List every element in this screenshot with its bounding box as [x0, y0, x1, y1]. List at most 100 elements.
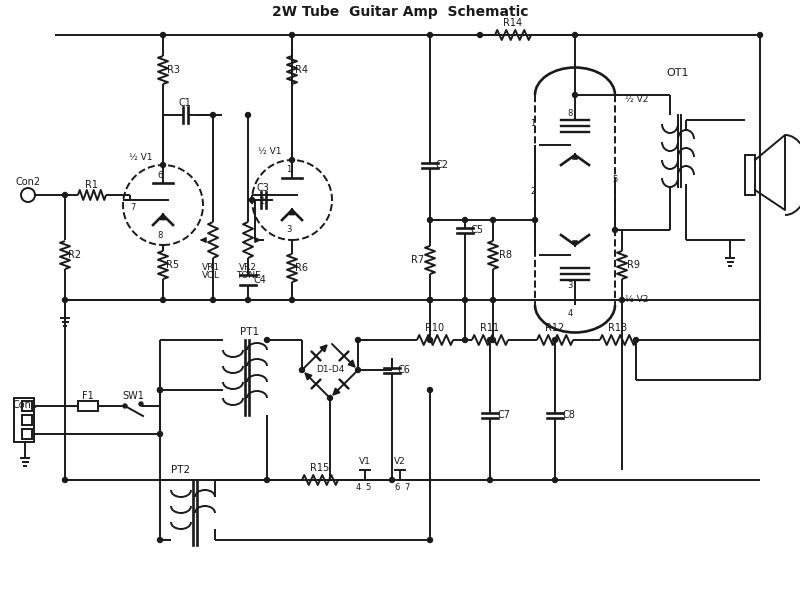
Text: C8: C8 — [562, 410, 575, 420]
Text: ½ V2: ½ V2 — [625, 295, 648, 304]
Text: TONE: TONE — [236, 271, 260, 280]
Text: V2: V2 — [394, 457, 406, 467]
Circle shape — [161, 163, 166, 167]
Text: OT1: OT1 — [666, 68, 690, 78]
Circle shape — [158, 388, 162, 392]
Text: 5: 5 — [366, 484, 370, 493]
Circle shape — [462, 337, 467, 343]
Circle shape — [487, 478, 493, 482]
Text: R9: R9 — [627, 260, 641, 270]
Text: 1: 1 — [286, 166, 292, 175]
Text: 8: 8 — [158, 230, 162, 239]
Text: R15: R15 — [310, 463, 330, 473]
Text: 1: 1 — [530, 118, 536, 127]
Circle shape — [462, 298, 467, 302]
Text: C3: C3 — [257, 183, 270, 193]
Text: R13: R13 — [609, 323, 627, 333]
Text: SW1: SW1 — [122, 391, 144, 401]
Circle shape — [613, 227, 618, 232]
Circle shape — [573, 32, 578, 37]
Text: 2: 2 — [259, 197, 265, 206]
Text: C1: C1 — [178, 98, 191, 108]
Text: R8: R8 — [498, 250, 511, 260]
Circle shape — [299, 367, 305, 373]
Circle shape — [355, 337, 361, 343]
Text: C5: C5 — [470, 225, 483, 235]
Text: 4: 4 — [355, 484, 361, 493]
Text: 7: 7 — [130, 202, 136, 211]
Text: R10: R10 — [426, 323, 445, 333]
Text: 2W Tube  Guitar Amp  Schematic: 2W Tube Guitar Amp Schematic — [272, 5, 528, 19]
Circle shape — [462, 217, 467, 223]
Circle shape — [427, 217, 433, 223]
Circle shape — [210, 298, 215, 302]
Text: ½ V1: ½ V1 — [130, 152, 153, 161]
Circle shape — [158, 538, 162, 542]
Text: D1-D4: D1-D4 — [316, 365, 344, 374]
Circle shape — [553, 337, 558, 343]
Circle shape — [62, 298, 67, 302]
Circle shape — [210, 113, 215, 118]
Circle shape — [427, 298, 433, 302]
Circle shape — [290, 298, 294, 302]
Text: V1: V1 — [359, 457, 371, 467]
Circle shape — [290, 157, 294, 163]
Text: 6: 6 — [158, 170, 162, 179]
Text: Con2: Con2 — [15, 177, 41, 187]
Bar — [22, 429, 32, 439]
Text: ½ V2: ½ V2 — [625, 95, 648, 104]
Text: R6: R6 — [295, 263, 309, 273]
Circle shape — [478, 32, 482, 37]
Circle shape — [265, 337, 270, 343]
Text: 8: 8 — [567, 109, 573, 118]
Text: VOL: VOL — [202, 271, 220, 280]
Circle shape — [427, 32, 433, 37]
Circle shape — [62, 478, 67, 482]
Circle shape — [62, 193, 67, 197]
Circle shape — [553, 478, 558, 482]
Circle shape — [427, 337, 433, 343]
Text: C4: C4 — [254, 275, 266, 285]
Text: F1: F1 — [82, 391, 94, 401]
Text: R12: R12 — [546, 323, 565, 333]
Circle shape — [573, 92, 578, 97]
Text: R7: R7 — [411, 255, 425, 265]
Text: VR2: VR2 — [239, 263, 257, 272]
Text: 2: 2 — [530, 187, 536, 196]
Circle shape — [390, 478, 394, 482]
Text: C6: C6 — [398, 365, 410, 375]
Bar — [745, 155, 755, 195]
Circle shape — [158, 388, 162, 392]
Circle shape — [250, 197, 254, 202]
Circle shape — [490, 337, 495, 343]
Circle shape — [139, 402, 143, 406]
Circle shape — [327, 395, 333, 401]
Text: R11: R11 — [481, 323, 499, 333]
Text: 5: 5 — [612, 175, 618, 185]
Bar — [14, 398, 34, 442]
Text: Con1: Con1 — [13, 400, 38, 410]
Bar — [22, 415, 32, 425]
Circle shape — [758, 32, 762, 37]
Text: 3: 3 — [286, 226, 292, 235]
Circle shape — [246, 113, 250, 118]
Circle shape — [427, 388, 433, 392]
Text: 6: 6 — [394, 484, 400, 493]
Circle shape — [246, 298, 250, 302]
Circle shape — [490, 298, 495, 302]
Text: 3: 3 — [567, 280, 573, 289]
Text: R2: R2 — [69, 250, 82, 260]
Text: R1: R1 — [86, 180, 98, 190]
Text: PT1: PT1 — [241, 327, 259, 337]
Circle shape — [158, 431, 162, 437]
Text: R4: R4 — [295, 65, 309, 75]
Bar — [22, 401, 32, 411]
Circle shape — [355, 367, 361, 373]
Circle shape — [619, 298, 625, 302]
Text: PT2: PT2 — [171, 465, 190, 475]
Circle shape — [487, 337, 493, 343]
Circle shape — [634, 337, 638, 343]
Text: 7: 7 — [404, 484, 410, 493]
Circle shape — [123, 404, 127, 408]
Text: VR1: VR1 — [202, 263, 220, 272]
